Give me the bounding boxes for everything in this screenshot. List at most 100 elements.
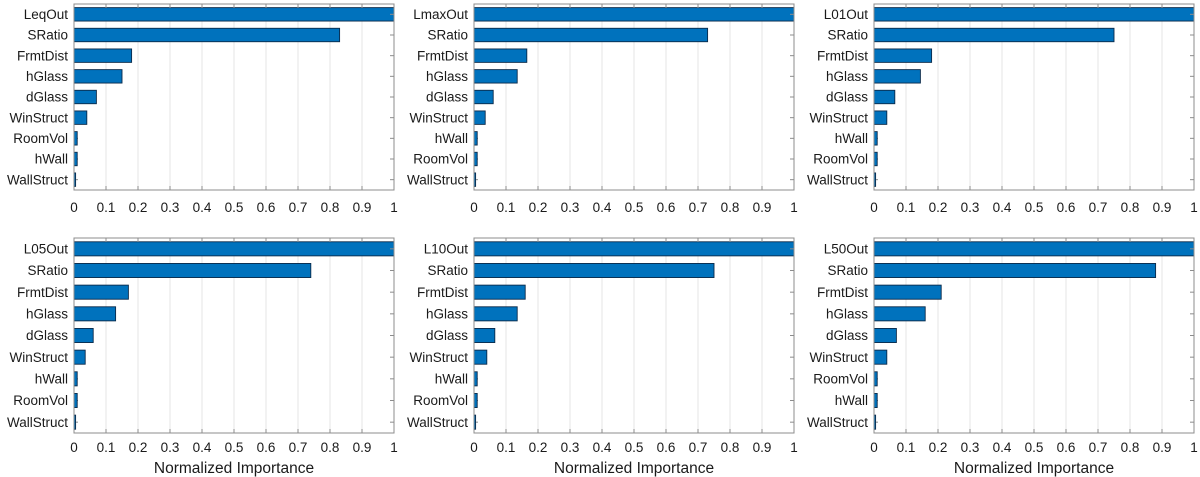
x-tick-label: 1 xyxy=(390,440,398,455)
y-category-label-FrmtDist: FrmtDist xyxy=(817,285,868,300)
bar-dGlass xyxy=(873,328,897,343)
x-tick-label: 0.1 xyxy=(97,440,116,455)
bar-LmaxOut xyxy=(473,7,795,22)
x-tick-label: 0.3 xyxy=(561,200,580,215)
bar-L05Out xyxy=(73,241,395,257)
x-tick-label: 0.4 xyxy=(193,440,212,455)
bar-dGlass xyxy=(73,89,97,105)
x-tick-label: 0.3 xyxy=(961,440,980,455)
x-tick-label: 0.2 xyxy=(529,440,548,455)
x-tick-label: 0.5 xyxy=(625,440,644,455)
y-category-label-WallStruct: WallStruct xyxy=(807,172,868,187)
y-category-label-WinStruct: WinStruct xyxy=(409,350,468,365)
bar-FrmtDist xyxy=(473,284,526,300)
y-category-label-hWall: hWall xyxy=(835,131,868,146)
bar-SRatio xyxy=(473,27,709,43)
x-tick-label: 0.7 xyxy=(1089,440,1108,455)
y-category-label-RoomVol: RoomVol xyxy=(13,131,68,146)
bar-dGlass xyxy=(473,89,494,105)
x-tick-label: 0.5 xyxy=(1025,440,1044,455)
y-category-label-WallStruct: WallStruct xyxy=(407,172,468,187)
x-tick-label: 0.1 xyxy=(897,200,916,215)
chart-panel-leqout: 0 0.1 0.2 0.3 0.4 0.5 0.6 0.7 0.8 0.9 1 LeqOut SRati… xyxy=(0,0,400,228)
x-tick-label: 0.5 xyxy=(225,200,244,215)
y-category-label-L10Out: L10Out xyxy=(424,242,469,257)
x-axis-title: Normalized Importance xyxy=(554,460,714,477)
y-category-label-hGlass: hGlass xyxy=(826,69,868,84)
x-tick-label: 0.8 xyxy=(1121,200,1140,215)
chart-svg-lmaxout: 0 0.1 0.2 0.3 0.4 0.5 0.6 0.7 0.8 0.9 1 LmaxOut SRat… xyxy=(407,3,798,215)
x-tick-label: 1 xyxy=(790,200,798,215)
x-tick-label: 0.7 xyxy=(289,200,308,215)
bar-hGlass xyxy=(473,69,518,84)
y-category-label-SRatio: SRatio xyxy=(427,28,468,43)
x-tick-label: 0.8 xyxy=(721,200,740,215)
y-category-label-WinStruct: WinStruct xyxy=(809,110,868,125)
bar-hGlass xyxy=(873,69,921,84)
y-category-label-hWall: hWall xyxy=(35,372,68,387)
chart-svg-l05out: 0 0.1 0.2 0.3 0.4 0.5 0.6 0.7 0.8 0.9 1 L05Out SRati… xyxy=(7,237,398,477)
x-tick-label: 0.1 xyxy=(497,200,516,215)
bar-FrmtDist xyxy=(473,48,528,63)
y-category-label-FrmtDist: FrmtDist xyxy=(817,48,868,63)
x-tick-label: 0.3 xyxy=(161,440,180,455)
x-tick-label: 0.2 xyxy=(529,200,548,215)
bar-FrmtDist xyxy=(873,284,942,300)
x-tick-label: 0.9 xyxy=(753,200,772,215)
y-category-label-hWall: hWall xyxy=(835,393,868,408)
x-tick-label: 0.3 xyxy=(561,440,580,455)
bar-SRatio xyxy=(73,27,341,43)
chart-panel-l05out: 0 0.1 0.2 0.3 0.4 0.5 0.6 0.7 0.8 0.9 1 L05Out SRati… xyxy=(0,228,400,477)
bar-LeqOut xyxy=(73,7,395,22)
x-tick-label: 0 xyxy=(870,440,878,455)
x-tick-label: 0.2 xyxy=(929,200,948,215)
y-category-label-WallStruct: WallStruct xyxy=(407,415,468,430)
bar-L50Out xyxy=(873,241,1195,257)
y-category-label-RoomVol: RoomVol xyxy=(413,393,468,408)
y-category-label-RoomVol: RoomVol xyxy=(413,152,468,167)
y-category-label-WinStruct: WinStruct xyxy=(9,110,68,125)
bar-dGlass xyxy=(473,328,496,343)
y-category-label-hGlass: hGlass xyxy=(826,307,868,322)
x-axis-title: Normalized Importance xyxy=(954,460,1114,477)
bar-dGlass xyxy=(873,89,896,105)
bar-hGlass xyxy=(73,69,123,84)
x-tick-label: 0 xyxy=(70,440,78,455)
y-category-label-hGlass: hGlass xyxy=(26,69,68,84)
bar-WinStruct xyxy=(473,349,488,365)
x-tick-label: 0.1 xyxy=(897,440,916,455)
y-category-label-hGlass: hGlass xyxy=(426,69,468,84)
x-tick-label: 0.9 xyxy=(1153,440,1172,455)
y-category-label-dGlass: dGlass xyxy=(26,90,68,105)
x-tick-label: 0.5 xyxy=(225,440,244,455)
y-category-label-LmaxOut: LmaxOut xyxy=(413,7,468,22)
x-tick-label: 0.8 xyxy=(321,200,340,215)
x-tick-label: 0.6 xyxy=(257,440,276,455)
x-tick-label: 0.9 xyxy=(353,200,372,215)
bar-SRatio xyxy=(873,27,1115,43)
y-category-label-WinStruct: WinStruct xyxy=(9,350,68,365)
x-tick-label: 0.5 xyxy=(625,200,644,215)
y-category-label-SRatio: SRatio xyxy=(427,263,468,278)
x-tick-label: 0.2 xyxy=(129,200,148,215)
bar-L10Out xyxy=(473,241,795,257)
y-category-label-WinStruct: WinStruct xyxy=(409,110,468,125)
chart-panel-l10out: 0 0.1 0.2 0.3 0.4 0.5 0.6 0.7 0.8 0.9 1 L10Out SRati… xyxy=(400,228,800,477)
bar-hGlass xyxy=(73,306,117,322)
y-category-label-L01Out: L01Out xyxy=(824,7,869,22)
x-tick-label: 0 xyxy=(470,440,478,455)
x-tick-label: 0 xyxy=(70,200,78,215)
bar-WinStruct xyxy=(873,349,888,365)
y-category-label-SRatio: SRatio xyxy=(27,28,68,43)
bar-SRatio xyxy=(873,263,1157,278)
y-category-label-hWall: hWall xyxy=(435,372,468,387)
x-tick-label: 0 xyxy=(870,200,878,215)
y-category-label-dGlass: dGlass xyxy=(426,90,468,105)
x-axis-title: Normalized Importance xyxy=(154,460,314,477)
y-category-label-FrmtDist: FrmtDist xyxy=(417,48,468,63)
y-category-label-SRatio: SRatio xyxy=(827,28,868,43)
y-category-label-SRatio: SRatio xyxy=(827,263,868,278)
bar-FrmtDist xyxy=(73,284,129,300)
x-tick-label: 0.7 xyxy=(289,440,308,455)
y-category-label-hGlass: hGlass xyxy=(426,307,468,322)
